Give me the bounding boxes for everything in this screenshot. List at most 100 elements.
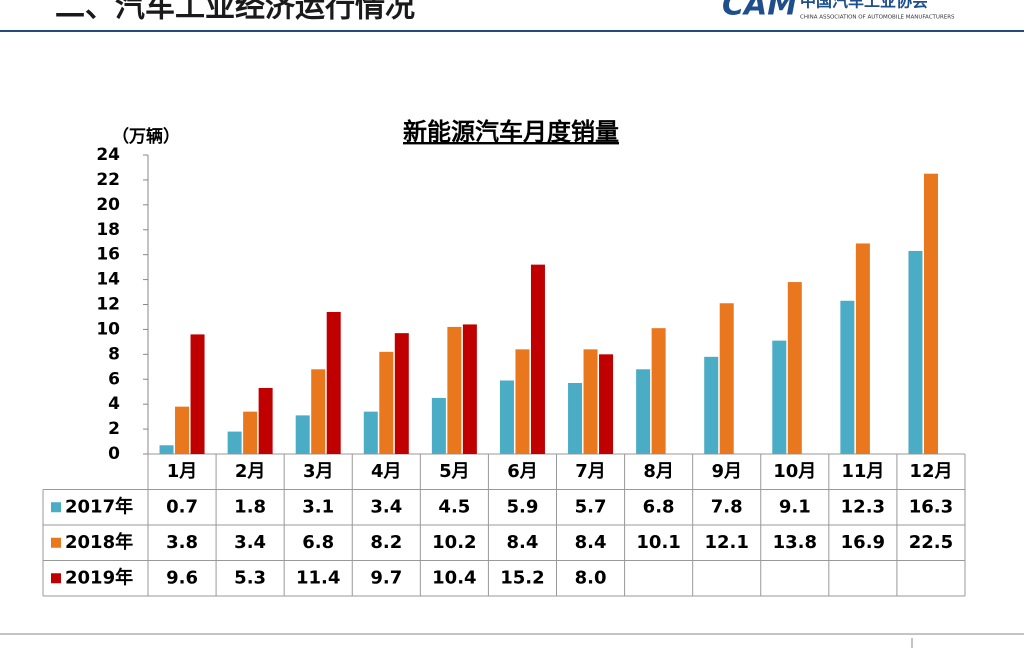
y-tick-label: 12: [96, 295, 120, 315]
y-axis-label: （万辆）: [112, 126, 180, 147]
bar: [704, 356, 719, 454]
table-value: 10.2: [432, 532, 476, 553]
bar: [651, 328, 666, 454]
slide-title: 二、汽车工业经济运行情况: [55, 0, 415, 25]
bar: [227, 431, 242, 454]
table-value: 6.8: [302, 532, 334, 553]
y-tick-label: 6: [108, 369, 120, 389]
bar: [499, 380, 514, 454]
table-value: 3.1: [302, 496, 334, 517]
legend-swatch: [51, 537, 61, 548]
table-value: 3.8: [166, 532, 198, 553]
table-value: 15.2: [500, 567, 544, 588]
table-value: 5.9: [507, 496, 539, 517]
logo-subtitle: CHINA ASSOCIATION OF AUTOMOBILE MANUFACT…: [800, 15, 955, 21]
table-value: 9.6: [166, 567, 198, 588]
legend-label: 2017年: [65, 495, 133, 517]
table-value: 5.3: [234, 567, 266, 588]
x-tick-label: 8月: [643, 461, 674, 482]
logo-text: 中国汽车工业协会: [800, 0, 928, 11]
table-value: 10.1: [636, 532, 680, 553]
table-value: 8.4: [575, 532, 607, 553]
y-tick-label: 20: [96, 195, 120, 215]
bar: [583, 349, 598, 454]
x-tick-label: 1月: [167, 461, 198, 482]
x-tick-label: 7月: [575, 461, 606, 482]
bar: [462, 324, 477, 454]
bar: [295, 415, 310, 454]
x-tick-label: 12月: [909, 461, 952, 482]
y-tick-label: 14: [96, 270, 120, 290]
table-value: 4.5: [438, 496, 470, 517]
y-tick-label: 16: [96, 245, 120, 265]
table-value: 5.7: [575, 496, 607, 517]
bar: [530, 264, 545, 454]
bar: [311, 369, 326, 454]
y-tick-label: 2: [108, 419, 120, 439]
y-tick-label: 24: [96, 145, 120, 165]
table-value: 7.8: [711, 496, 743, 517]
x-tick-label: 11月: [841, 461, 884, 482]
bar: [394, 333, 409, 454]
bar: [840, 300, 855, 454]
table-value: 13.8: [773, 532, 817, 553]
bar: [787, 282, 802, 454]
logo-mark: CAM: [722, 0, 797, 23]
legend-label: 2019年: [65, 566, 133, 588]
x-tick-label: 5月: [439, 461, 470, 482]
legend-swatch: [51, 502, 61, 513]
table-value: 16.3: [909, 496, 953, 517]
table-value: 6.8: [643, 496, 675, 517]
bar: [159, 445, 174, 454]
x-tick-label: 6月: [507, 461, 538, 482]
bar: [175, 406, 190, 454]
y-tick-label: 4: [108, 394, 120, 414]
y-tick-label: 18: [96, 220, 120, 240]
bar: [719, 303, 734, 454]
table-value: 1.8: [234, 496, 266, 517]
y-tick-label: 10: [96, 319, 120, 339]
y-tick-label: 8: [108, 344, 120, 364]
bar: [243, 411, 258, 454]
bar: [190, 334, 205, 454]
bar: [636, 369, 651, 454]
bar: [568, 382, 583, 454]
table-value: 12.1: [704, 532, 748, 553]
table-value: 10.4: [432, 567, 476, 588]
x-tick-label: 10月: [773, 461, 816, 482]
table-value: 0.7: [166, 496, 198, 517]
table-value: 12.3: [841, 496, 885, 517]
table-value: 3.4: [234, 532, 266, 553]
table-value: 9.1: [779, 496, 811, 517]
table-value: 8.0: [575, 567, 607, 588]
bar: [447, 326, 462, 454]
legend-swatch: [51, 573, 61, 584]
bar: [923, 173, 938, 454]
bar: [908, 250, 923, 454]
bar: [855, 243, 870, 454]
table-value: 3.4: [370, 496, 402, 517]
y-tick-label: 0: [108, 444, 120, 464]
x-tick-label: 4月: [371, 461, 402, 482]
table-value: 8.4: [507, 532, 539, 553]
bar: [599, 354, 614, 454]
table-value: 8.2: [370, 532, 402, 553]
bar: [431, 397, 446, 454]
bar: [379, 351, 394, 454]
bar: [258, 387, 273, 454]
table-value: 9.7: [370, 567, 402, 588]
legend-label: 2018年: [65, 531, 133, 553]
x-tick-label: 3月: [303, 461, 334, 482]
y-tick-label: 22: [96, 170, 120, 190]
table-value: 11.4: [296, 567, 340, 588]
bar: [772, 340, 787, 454]
x-tick-label: 2月: [235, 461, 266, 482]
bar: [363, 411, 378, 454]
chart-title: 新能源汽车月度销量: [403, 118, 619, 146]
table-value: 16.9: [841, 532, 885, 553]
table-value: 22.5: [909, 532, 953, 553]
x-tick-label: 9月: [711, 461, 742, 482]
bar: [515, 349, 530, 454]
bar: [326, 311, 341, 454]
